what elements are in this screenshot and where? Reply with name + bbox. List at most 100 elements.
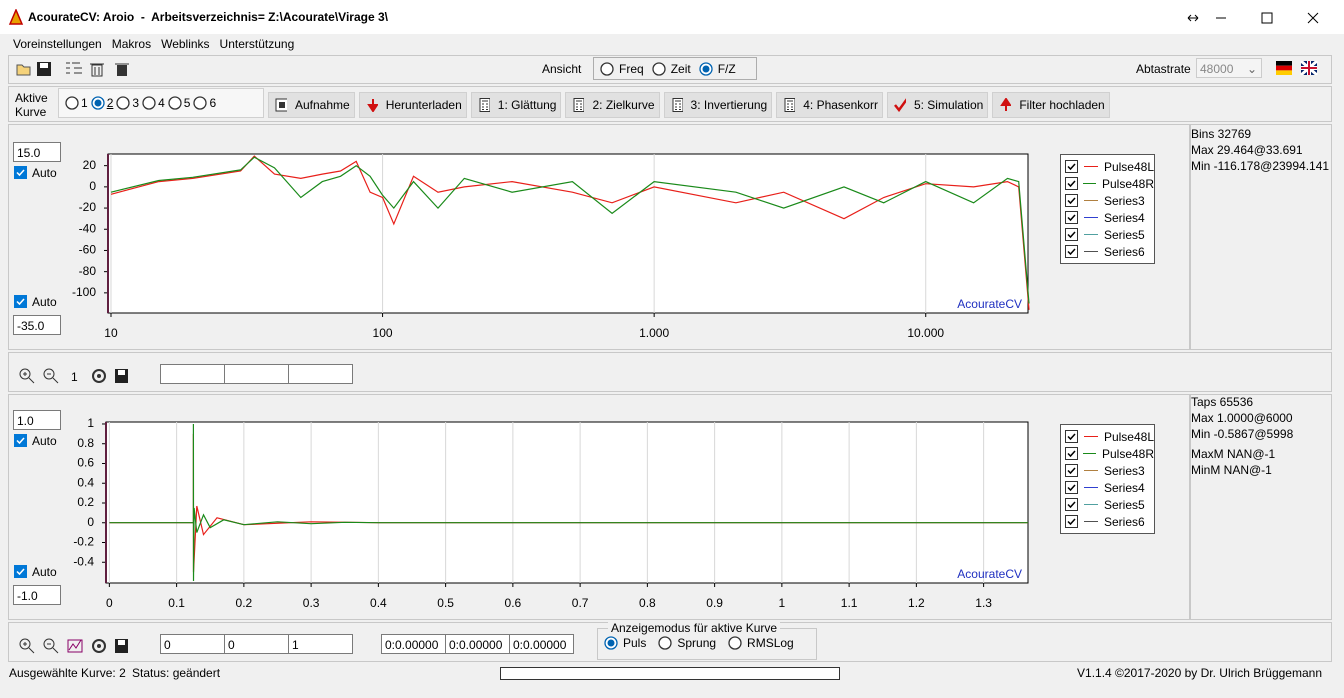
checkbox[interactable] [14,295,30,309]
radio-button[interactable] [658,636,674,650]
menu-item[interactable]: Unterstützung [219,37,295,51]
radio-button[interactable] [168,96,184,110]
radio-ring [142,96,156,110]
sample-rate-combo[interactable]: 48000 ⌄ [1196,58,1262,78]
view-option[interactable]: Zeit [652,62,691,76]
legend-item[interactable]: Series3 [1065,462,1154,479]
time-top-auto[interactable]: Auto [14,434,57,448]
checkbox-tick [16,568,25,576]
watermark: AcourateCV [957,567,1022,581]
bottom-icons[interactable] [18,637,136,655]
curve-option-label: 3 [132,96,140,110]
view-option[interactable]: F/Z [699,62,736,76]
legend-item[interactable]: Series6 [1065,243,1154,260]
curve-option[interactable]: 1 [65,96,88,110]
checkbox[interactable] [14,434,30,448]
button-icon [366,99,378,112]
file-icons[interactable] [16,60,134,78]
legend-item[interactable]: Pulse48L [1065,158,1154,175]
range-input[interactable]: 0 [160,634,225,654]
checkbox[interactable] [1065,429,1081,444]
freq-top-input[interactable]: 15.0 [13,142,61,162]
radio-button[interactable] [116,96,132,110]
menu-item[interactable]: Makros [111,37,152,51]
curve-option[interactable]: 5 [168,96,190,110]
checkbox[interactable] [1065,514,1081,529]
curve-option[interactable]: 6 [193,96,216,110]
checkbox[interactable] [1065,159,1081,174]
radio-button[interactable] [600,61,616,76]
curve-option[interactable]: 2 [91,96,113,110]
time-bottom-input[interactable]: -1.0 [13,585,61,605]
view-option-label: Zeit [670,61,691,76]
menu-item[interactable]: Weblinks [161,37,210,51]
series-line [110,156,1030,304]
curve-option[interactable]: 3 [116,96,139,110]
action-button[interactable]: 5: Simulation [886,92,989,118]
checkbox[interactable] [1065,193,1081,208]
radio-button[interactable] [699,61,715,76]
freq-top-auto[interactable]: Auto [14,166,57,180]
legend-item[interactable]: Pulse48R [1065,445,1154,462]
legend-item[interactable]: Series4 [1065,209,1154,226]
checkbox[interactable] [1065,210,1081,225]
view-option-label: F/Z [717,61,736,76]
checkbox[interactable] [1065,497,1081,512]
action-button[interactable]: Aufnahme [268,92,355,118]
radio-button[interactable] [604,636,620,650]
action-button[interactable]: 1: Glättung [470,92,562,118]
checkbox[interactable] [1065,176,1080,191]
action-button[interactable]: Herunterladen [358,92,467,118]
time-info-panel [1190,394,1332,620]
legend-item[interactable]: Series5 [1065,496,1154,513]
info-line: Bins 32769 [1191,127,1252,141]
menu-item[interactable]: Voreinstellungen [13,37,102,51]
action-button[interactable]: 2: Zielkurve [565,92,660,118]
legend-item[interactable]: Pulse48L [1065,428,1154,445]
time-top-input[interactable]: 1.0 [13,410,61,430]
radio-button[interactable] [142,96,158,110]
legend-item[interactable]: Series6 [1065,513,1154,530]
window-controls[interactable] [1186,10,1326,26]
mode-option[interactable]: RMSLog [728,636,794,650]
checkbox[interactable] [1065,463,1081,478]
language-flags[interactable] [1276,61,1320,75]
mode-option[interactable]: Puls [604,636,646,650]
time-input[interactable]: 0:0.00000 [509,634,574,654]
zoom-field[interactable] [288,364,353,384]
time-bottom-auto[interactable]: Auto [14,565,57,579]
legend-item[interactable]: Series4 [1065,479,1154,496]
checkbox-tick [1067,162,1076,170]
time-input[interactable]: 0:0.00000 [381,634,446,654]
checkbox[interactable] [1065,227,1081,242]
time-input[interactable]: 0:0.00000 [445,634,510,654]
checkbox[interactable] [14,565,30,579]
zoom-field[interactable] [160,364,225,384]
radio-button[interactable] [65,96,81,110]
checkbox[interactable] [1065,446,1080,461]
button-label: 4: Phasenkorr [803,98,878,112]
legend-item[interactable]: Series3 [1065,192,1154,209]
freq-bottom-input[interactable]: -35.0 [13,315,61,335]
radio-button[interactable] [193,96,209,110]
legend-item[interactable]: Pulse48R [1065,175,1154,192]
action-button[interactable]: Filter hochladen [992,92,1110,118]
action-button[interactable]: 4: Phasenkorr [776,92,883,118]
curve-option[interactable]: 4 [142,96,165,110]
radio-button[interactable] [91,96,107,110]
view-option[interactable]: Freq [600,62,644,76]
checkbox[interactable] [1065,480,1081,495]
action-button[interactable]: 3: Invertierung [663,92,773,118]
combo-arrow: ⌄ [1246,62,1257,76]
radio-button[interactable] [728,636,744,650]
zoom-field[interactable] [224,364,289,384]
radio-button[interactable] [652,61,668,76]
zoom-icons[interactable] [18,367,136,385]
range-input[interactable]: 0 [224,634,289,654]
freq-bottom-auto[interactable]: Auto [14,295,57,309]
checkbox[interactable] [1065,244,1081,259]
legend-item[interactable]: Series5 [1065,226,1154,243]
range-input[interactable]: 1 [288,634,353,654]
mode-option[interactable]: Sprung [658,636,716,650]
checkbox[interactable] [14,166,30,180]
